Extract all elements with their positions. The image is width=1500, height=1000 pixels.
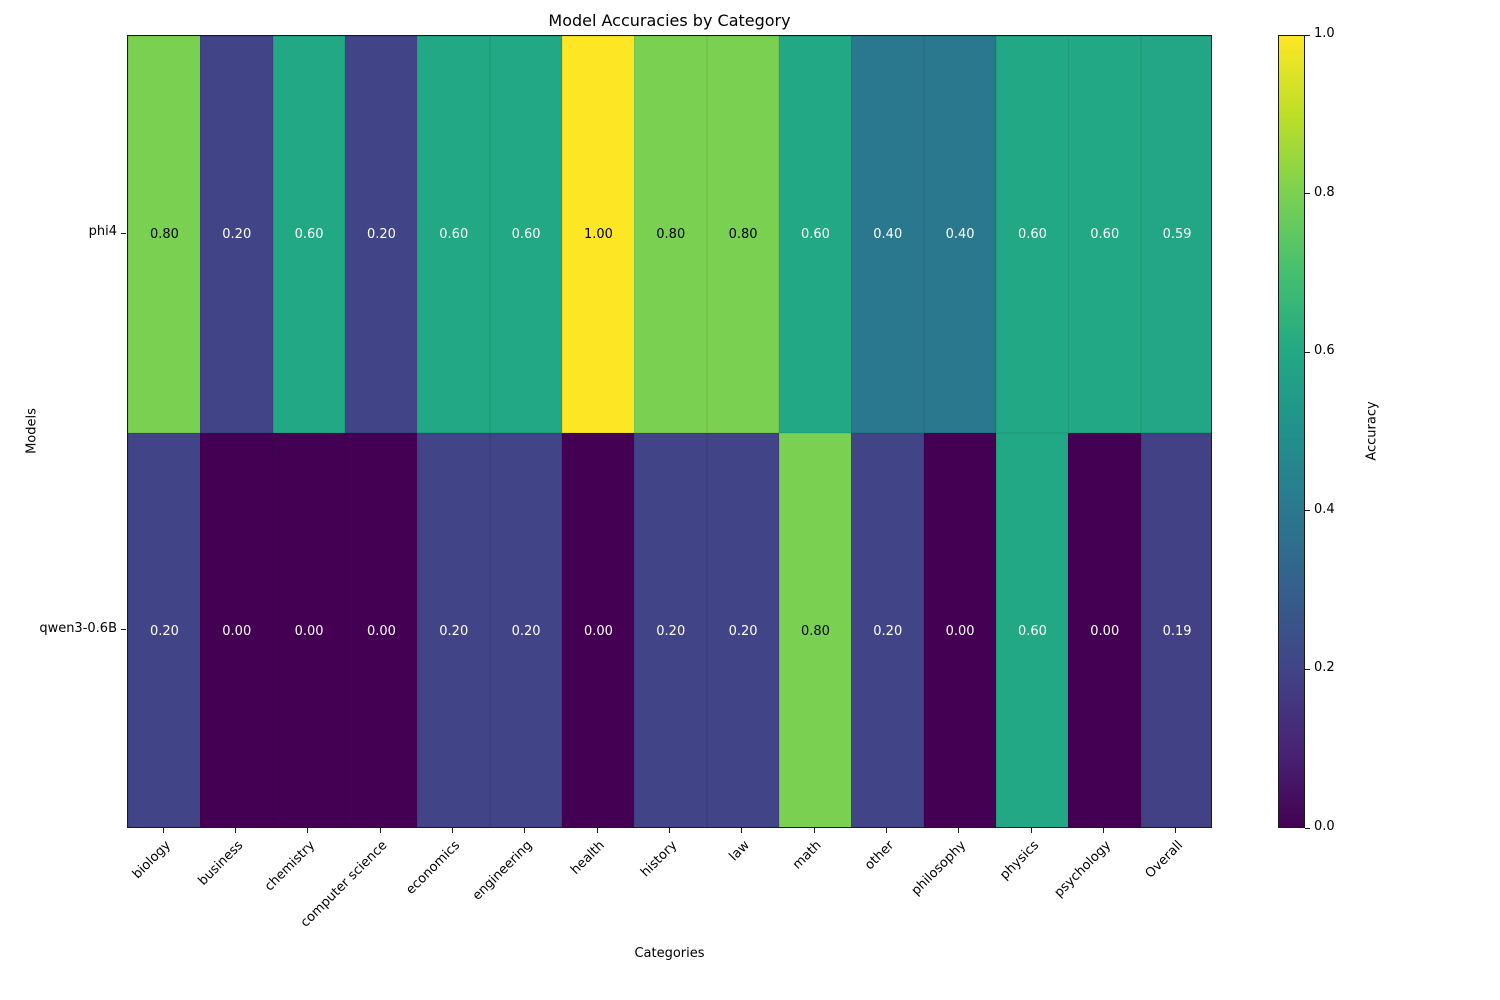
colorbar-tick-mark [1305,827,1310,829]
colorbar-tick-label: 0.2 [1314,660,1335,676]
colorbar-tick-mark [1305,351,1310,353]
x-tick-mark [596,828,598,833]
heatmap-cell: 0.00 [562,432,635,827]
y-axis-label: Models [24,408,40,454]
x-tick-mark [1175,828,1177,833]
heatmap-cell: 0.19 [1140,432,1211,827]
heatmap-cell: 0.00 [200,432,274,827]
heatmap-plot-area: 0.80 0.20 0.60 0.20 0.60 0.60 1.00 0.80 0.80 0.60… [127,35,1212,828]
heatmap-cell: 0.80 [779,432,852,827]
x-tick-label: health [568,838,608,878]
x-tick-label: psychology [1051,838,1115,901]
heatmap-cell: 0.20 [489,432,563,827]
x-tick-label: history [637,838,681,881]
x-tick-label: business [195,838,247,889]
x-tick-label: economics [403,838,464,898]
colorbar-tick-mark [1305,193,1310,195]
y-tick-label: phi4 [88,224,117,240]
heatmap-cell: 0.80 [128,36,201,433]
heatmap-cell: 0.60 [996,36,1069,433]
x-tick-label: biology [129,838,174,883]
heatmap-cell: 0.60 [996,432,1069,827]
heatmap-cell: 0.20 [634,432,708,827]
x-axis-label: Categories [634,946,705,961]
x-tick-label: computer science [298,838,391,931]
x-tick-label: law [726,838,753,865]
heatmap-cell: 0.00 [1068,432,1142,827]
x-tick-mark [452,828,453,833]
colorbar-gradient [1278,35,1305,828]
heatmap-cell: 0.20 [706,432,780,827]
x-tick-mark [307,828,309,833]
x-tick-mark [741,828,743,833]
heatmap-cell: 0.60 [489,36,563,433]
colorbar-tick-label: 1.0 [1314,26,1335,41]
heatmap-cell: 0.59 [1140,36,1211,433]
x-tick-label: Overall [1142,838,1187,882]
heatmap-cell: 0.60 [779,36,852,433]
x-tick-label: other [862,838,898,874]
y-tick-mark [121,629,126,631]
y-tick-mark [121,232,126,234]
heatmap-cell: 0.40 [851,36,925,433]
colorbar-tick-mark [1305,34,1310,36]
x-tick-mark [958,828,960,833]
x-tick-label: engineering [469,838,536,904]
heatmap-cell: 0.00 [345,432,418,827]
heatmap-cell: 0.00 [272,432,346,827]
x-tick-mark [886,828,887,833]
heatmap-cell: 0.20 [417,432,491,827]
x-tick-mark [162,828,164,833]
heatmap-cell: 0.80 [634,36,708,433]
y-tick-label: qwen3-0.6B [39,620,117,636]
heatmap-cell: 0.20 [200,36,274,433]
x-tick-mark [524,828,526,833]
heatmap-cell: 0.40 [923,36,997,433]
heatmap-cell: 0.20 [128,432,201,827]
x-tick-label: philosophy [908,838,970,899]
chart-title: Model Accuracies by Category [548,11,791,30]
x-tick-mark [1103,828,1104,833]
heatmap-cell: 1.00 [562,36,635,433]
x-tick-mark [235,828,236,833]
heatmap-cell: 0.20 [345,36,418,433]
heatmap-cell: 0.20 [851,432,925,827]
heatmap-cell: 0.00 [923,432,997,827]
colorbar-label: Accuracy [1364,401,1380,461]
heatmap-cell: 0.60 [272,36,346,433]
colorbar-tick-label: 0.6 [1314,343,1335,359]
x-tick-mark [669,828,670,833]
x-tick-mark [379,828,381,833]
x-tick-mark [813,828,815,833]
heatmap-cell: 0.60 [417,36,491,433]
colorbar-tick-label: 0.8 [1314,184,1335,200]
colorbar-tick-label: 0.0 [1314,819,1335,834]
colorbar-tick-mark [1305,668,1310,670]
x-tick-mark [1030,828,1032,833]
heatmap-cell: 0.80 [706,36,780,433]
colorbar-tick-label: 0.4 [1314,501,1335,517]
heatmap-cell: 0.60 [1068,36,1142,433]
x-tick-label: math [790,838,825,873]
x-tick-label: chemistry [262,838,319,895]
x-tick-label: physics [996,838,1042,883]
colorbar-tick-mark [1305,510,1310,512]
